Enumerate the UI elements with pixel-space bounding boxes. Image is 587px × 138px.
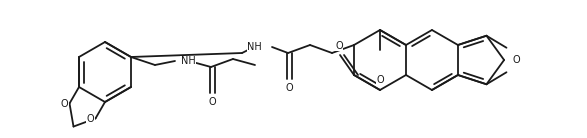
Text: NH: NH — [247, 42, 262, 52]
Text: O: O — [512, 55, 519, 65]
Text: O: O — [376, 75, 384, 85]
Text: O: O — [335, 41, 343, 51]
Text: O: O — [208, 97, 216, 107]
Text: O: O — [285, 83, 293, 93]
Text: O: O — [87, 114, 95, 124]
Text: O: O — [60, 99, 68, 109]
Text: NH: NH — [181, 56, 195, 66]
